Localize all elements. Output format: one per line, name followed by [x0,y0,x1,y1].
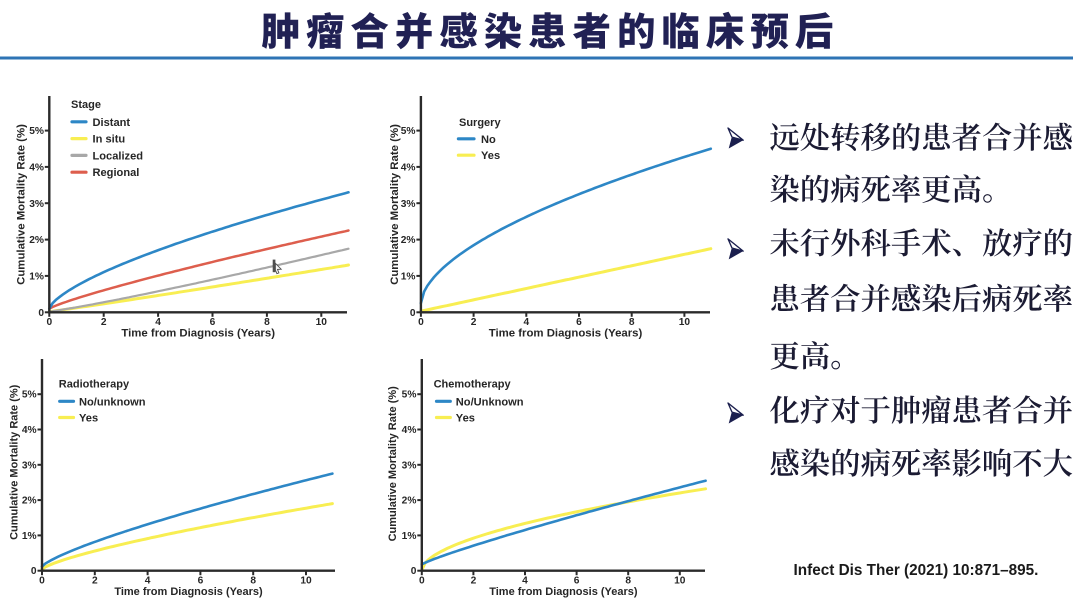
svg-text:Cumulative Mortality Rate (%): Cumulative Mortality Rate (%) [16,124,28,285]
svg-text:2%: 2% [402,496,417,507]
svg-text:2%: 2% [401,235,416,246]
svg-text:2: 2 [101,317,107,328]
svg-text:3%: 3% [401,199,416,210]
svg-text:Yes: Yes [456,413,475,425]
svg-text:4: 4 [523,317,529,328]
svg-text:No/Unknown: No/Unknown [456,396,524,408]
svg-text:10: 10 [316,317,328,328]
svg-text:8: 8 [629,317,635,328]
svg-text:Yes: Yes [79,413,98,425]
svg-text:4%: 4% [402,425,417,436]
svg-text:4: 4 [522,576,528,587]
svg-text:10: 10 [679,317,691,328]
svg-text:Time from Diagnosis (Years): Time from Diagnosis (Years) [489,328,643,340]
svg-text:Cumulative Mortality Rate (%): Cumulative Mortality Rate (%) [9,384,21,540]
svg-text:8: 8 [264,317,270,328]
svg-text:2%: 2% [29,235,44,246]
svg-text:Radiotherapy: Radiotherapy [59,379,130,391]
svg-text:3%: 3% [22,460,37,471]
svg-text:Surgery: Surgery [459,117,501,129]
svg-text:Distant: Distant [93,117,131,129]
svg-text:No: No [481,134,496,146]
svg-text:Time from Diagnosis (Years): Time from Diagnosis (Years) [114,586,263,598]
svg-text:0: 0 [39,576,45,587]
svg-text:0: 0 [419,576,425,587]
svg-text:Cumulative Mortality Rate (%): Cumulative Mortality Rate (%) [387,386,399,542]
svg-text:2: 2 [471,576,477,587]
svg-text:4: 4 [145,576,151,587]
svg-text:5%: 5% [401,126,416,137]
svg-text:4%: 4% [401,162,416,173]
svg-text:2: 2 [471,317,477,328]
svg-text:Chemotherapy: Chemotherapy [434,379,512,391]
svg-text:5%: 5% [402,390,417,401]
svg-text:Time from Diagnosis (Years): Time from Diagnosis (Years) [489,586,638,598]
svg-text:0: 0 [38,308,44,319]
svg-text:0: 0 [418,317,424,328]
svg-text:6: 6 [576,317,582,328]
svg-text:2%: 2% [22,496,37,507]
svg-text:Time from Diagnosis (Years): Time from Diagnosis (Years) [121,328,275,340]
svg-text:Localized: Localized [93,150,144,162]
svg-text:2: 2 [92,576,98,587]
svg-text:Regional: Regional [93,167,140,179]
svg-text:3%: 3% [402,460,417,471]
svg-text:0: 0 [46,317,52,328]
svg-text:Stage: Stage [71,99,101,111]
svg-text:1%: 1% [29,271,44,282]
svg-text:In situ: In situ [93,134,126,146]
svg-text:1%: 1% [401,271,416,282]
svg-text:4: 4 [155,317,161,328]
svg-text:0: 0 [31,566,37,577]
svg-text:6: 6 [574,576,580,587]
svg-text:10: 10 [674,576,686,587]
svg-text:5%: 5% [22,390,37,401]
svg-text:4%: 4% [29,162,44,173]
svg-text:0: 0 [411,566,417,577]
svg-text:0: 0 [410,308,416,319]
svg-text:No/unknown: No/unknown [79,396,146,408]
svg-text:5%: 5% [29,126,44,137]
svg-text:6: 6 [210,317,216,328]
svg-text:8: 8 [250,576,256,587]
svg-text:3%: 3% [29,199,44,210]
svg-text:10: 10 [300,576,312,587]
svg-text:Yes: Yes [481,150,500,162]
svg-text:4%: 4% [22,425,37,436]
svg-text:1%: 1% [402,531,417,542]
svg-text:8: 8 [625,576,631,587]
svg-text:Infect Dis Ther (2021) 10:871–: Infect Dis Ther (2021) 10:871–895. [794,562,1039,579]
svg-text:6: 6 [198,576,204,587]
svg-text:1%: 1% [22,531,37,542]
svg-text:Cumulative Mortality Rate (%): Cumulative Mortality Rate (%) [389,124,401,285]
